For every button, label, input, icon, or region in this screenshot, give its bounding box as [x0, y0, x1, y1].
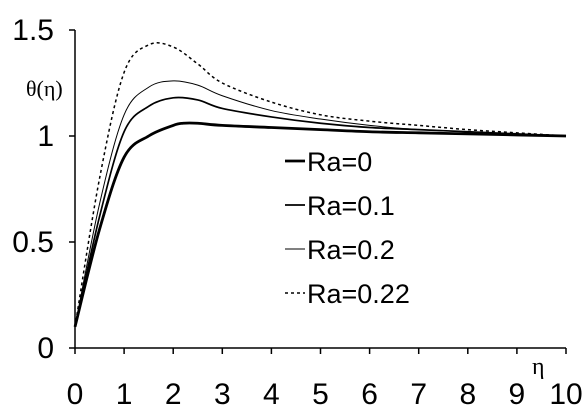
x-tick-label: 0 [67, 378, 84, 411]
x-tick-label: 7 [410, 378, 427, 411]
series-line-0 [73, 121, 567, 328]
y-tick-label: 1 [37, 120, 54, 153]
x-tick-label: 3 [214, 378, 231, 411]
legend-label-1: Ra=0.1 [307, 191, 395, 221]
x-tick-label: 1 [116, 378, 133, 411]
x-tick-label: 10 [549, 378, 582, 411]
x-tick-label: 9 [509, 378, 526, 411]
y-axis-title: θ(η) [26, 76, 63, 101]
x-axis-title: η [532, 354, 545, 380]
series-line-2 [74, 80, 567, 327]
x-tick-label: 5 [312, 378, 329, 411]
series-lines [73, 42, 567, 328]
y-tick-label: 0.5 [12, 226, 54, 259]
x-tick-label: 6 [361, 378, 378, 411]
tick-marks [69, 29, 567, 354]
legend-label-2: Ra=0.2 [307, 235, 395, 265]
y-tick-label: 0 [37, 332, 54, 365]
legend: Ra=0 Ra=0.1 Ra=0.2 Ra=0.22 [285, 147, 410, 309]
legend-label-0: Ra=0 [307, 147, 372, 177]
legend-label-3: Ra=0.22 [307, 279, 410, 309]
x-tick-label: 4 [263, 378, 280, 411]
y-tick-label: 1.5 [12, 14, 54, 47]
x-tick-label: 8 [459, 378, 476, 411]
x-tick-label: 2 [165, 378, 182, 411]
series-line-3 [74, 42, 567, 327]
